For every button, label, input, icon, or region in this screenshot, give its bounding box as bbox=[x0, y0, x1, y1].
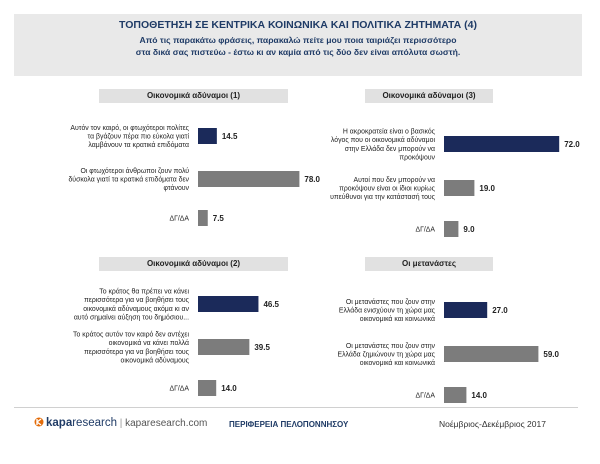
bar-3-1 bbox=[444, 346, 539, 362]
panel-title-poor-1: Οικονομικά αδύναμοι (1) bbox=[99, 89, 288, 103]
value-label-0-1: 78.0 bbox=[304, 175, 320, 184]
category-label-3-1-1: Ελλάδα ζημιώνουν τη χώρα μας bbox=[337, 351, 435, 359]
logo-website: kaparesearch.com bbox=[125, 418, 208, 429]
category-label-1-1-1: προκόψουν είναι οι ίδιοι κυρίως bbox=[339, 185, 436, 193]
footer-divider bbox=[14, 407, 578, 408]
category-label-2-1-1: οικονομικά να κάνει πολλά bbox=[109, 339, 189, 347]
category-label-0-2-0: ΔΓ/ΔΑ bbox=[169, 216, 189, 223]
category-label-2-1-3: οικονομικά αδύναμους bbox=[120, 356, 189, 364]
slide-frame: ΤΟΠΟΘΕΤΗΣΗ ΣΕ ΚΕΝΤΡΙΚΑ ΚΟΙΝΩΝΙΚΑ ΚΑΙ ΠΟΛ… bbox=[14, 14, 582, 450]
bar-3-2 bbox=[444, 387, 467, 403]
category-label-1-0-2: στην Ελλάδα δεν μπορούν να bbox=[345, 145, 435, 153]
chart-poor-1: 14.5 Αυτόν τον καιρό, οι φτωχότεροι πολίτ… bbox=[68, 124, 321, 226]
footer-region: ΠΕΡΙΦΕΡΕΙΑ ΠΕΛΟΠΟΝΝΗΣΟΥ bbox=[229, 420, 349, 429]
value-label-1-0: 72.0 bbox=[564, 140, 580, 149]
bar-2-1 bbox=[198, 339, 250, 355]
category-label-3-0-0: Οι μετανάστες που ζουν στην bbox=[346, 298, 436, 306]
value-label-3-1: 59.0 bbox=[543, 350, 559, 359]
category-label-0-1-0: Οι φτωχότεροι άνθρωποι ζουν πολύ bbox=[81, 167, 190, 175]
category-label-1-1-0: Αυτοί που δεν μπορούν να bbox=[354, 176, 435, 184]
bar-0-2 bbox=[198, 210, 208, 226]
bar-1-1 bbox=[444, 180, 475, 196]
category-label-2-2-0: ΔΓ/ΔΑ bbox=[169, 386, 189, 393]
category-label-3-1-0: Οι μετανάστες που ζουν στην bbox=[346, 342, 436, 350]
category-label-1-1-2: υπεύθυνοι για την κατάστασή τους bbox=[330, 193, 436, 201]
value-label-1-1: 19.0 bbox=[479, 184, 495, 193]
bar-0-0 bbox=[198, 128, 217, 144]
value-label-3-2: 14.0 bbox=[471, 391, 487, 400]
slide-subtitle-line-1: Από τις παρακάτω φράσεις, παρακαλώ πείτε… bbox=[139, 35, 457, 45]
logo-research-text: research bbox=[72, 417, 117, 429]
category-label-0-0-0: Αυτόν τον καιρό, οι φτωχότεροι πολίτες bbox=[70, 124, 189, 132]
category-label-2-0-2: οικονομικά αδύναμους ακόμα κι αν bbox=[83, 305, 189, 313]
bar-1-2 bbox=[444, 221, 459, 237]
category-label-0-1-1: δύσκολα γιατί τα κρατικά επιδόματα δεν bbox=[68, 176, 189, 184]
category-label-3-2-0: ΔΓ/ΔΑ bbox=[415, 393, 435, 400]
category-label-3-0-1: Ελλάδα ενισχύουν τη χώρα μας bbox=[339, 307, 436, 315]
category-label-0-0-2: λαμβάνουν τα κρατικά επιδόματα bbox=[88, 141, 189, 149]
bar-2-0 bbox=[198, 296, 259, 312]
value-label-0-0: 14.5 bbox=[222, 132, 238, 141]
category-label-2-0-1: περισσότερα για να βοηθήσει τους bbox=[84, 296, 190, 304]
slide-title: ΤΟΠΟΘΕΤΗΣΗ ΣΕ ΚΕΝΤΡΙΚΑ ΚΟΙΝΩΝΙΚΑ ΚΑΙ ΠΟΛ… bbox=[119, 19, 477, 31]
bar-0-1 bbox=[198, 171, 300, 187]
category-label-1-2-0: ΔΓ/ΔΑ bbox=[415, 227, 435, 234]
category-label-1-0-1: λόγος που οι οικονομικά αδύναμοι bbox=[331, 136, 436, 144]
bar-1-0 bbox=[444, 136, 560, 152]
category-label-0-1-2: φτάνουν bbox=[164, 184, 190, 192]
value-label-0-2: 7.5 bbox=[213, 214, 225, 223]
value-label-2-0: 46.5 bbox=[263, 300, 279, 309]
category-label-1-0-0: Η ακροκρατεία είναι ο βασικός bbox=[343, 128, 436, 136]
category-label-2-1-0: Το κράτος αυτόν τον καιρό δεν αντέχει bbox=[73, 331, 189, 339]
bar-3-0 bbox=[444, 302, 488, 318]
value-label-2-1: 39.5 bbox=[254, 343, 270, 352]
category-label-2-1-2: περισσότερα για να βοηθήσει τους bbox=[84, 348, 190, 356]
kapa-logo-icon bbox=[34, 417, 44, 427]
panel-title-migrants: Οι μετανάστες bbox=[365, 257, 493, 271]
value-label-3-0: 27.0 bbox=[492, 306, 508, 315]
kapa-research-logo: kaparesearch | kaparesearch.com bbox=[34, 417, 207, 429]
panel-title-poor-3: Οικονομικά αδύναμοι (3) bbox=[365, 89, 493, 103]
footer-date: Νοέμβριος-Δεκέμβριος 2017 bbox=[439, 419, 546, 429]
category-label-3-1-2: οικονομικά και κοινωνικά bbox=[360, 359, 435, 367]
bar-2-2 bbox=[198, 380, 217, 396]
slide-subtitle-line-2: στα δικά σας πιστεύω - έστω κι αν καμία … bbox=[135, 47, 461, 57]
panel-title-poor-2: Οικονομικά αδύναμοι (2) bbox=[99, 257, 288, 271]
value-label-2-2: 14.0 bbox=[221, 384, 237, 393]
category-label-2-0-3: αυτό σημαίνει αύξηση του δημόσιου... bbox=[74, 313, 189, 321]
category-label-0-0-1: τα βγάζουν πέρα πιο εύκολα γιατί bbox=[88, 133, 190, 141]
category-label-3-0-2: οικονομικά και κοινωνικά bbox=[360, 315, 435, 323]
logo-kapa-text: kapa bbox=[46, 417, 73, 429]
value-label-1-2: 9.0 bbox=[463, 225, 475, 234]
category-label-1-0-3: προκόψουν bbox=[399, 153, 435, 161]
category-label-2-0-0: Το κράτος θα πρέπει να κάνει bbox=[99, 288, 189, 296]
chart-poor-2: 46.5Το κράτος θα πρέπει να κάνειπερισσότ… bbox=[73, 288, 280, 396]
header-band: ΤΟΠΟΘΕΤΗΣΗ ΣΕ ΚΕΝΤΡΙΚΑ ΚΟΙΝΩΝΙΚΑ ΚΑΙ ΠΟΛ… bbox=[14, 14, 582, 76]
logo-separator: | bbox=[116, 418, 126, 429]
